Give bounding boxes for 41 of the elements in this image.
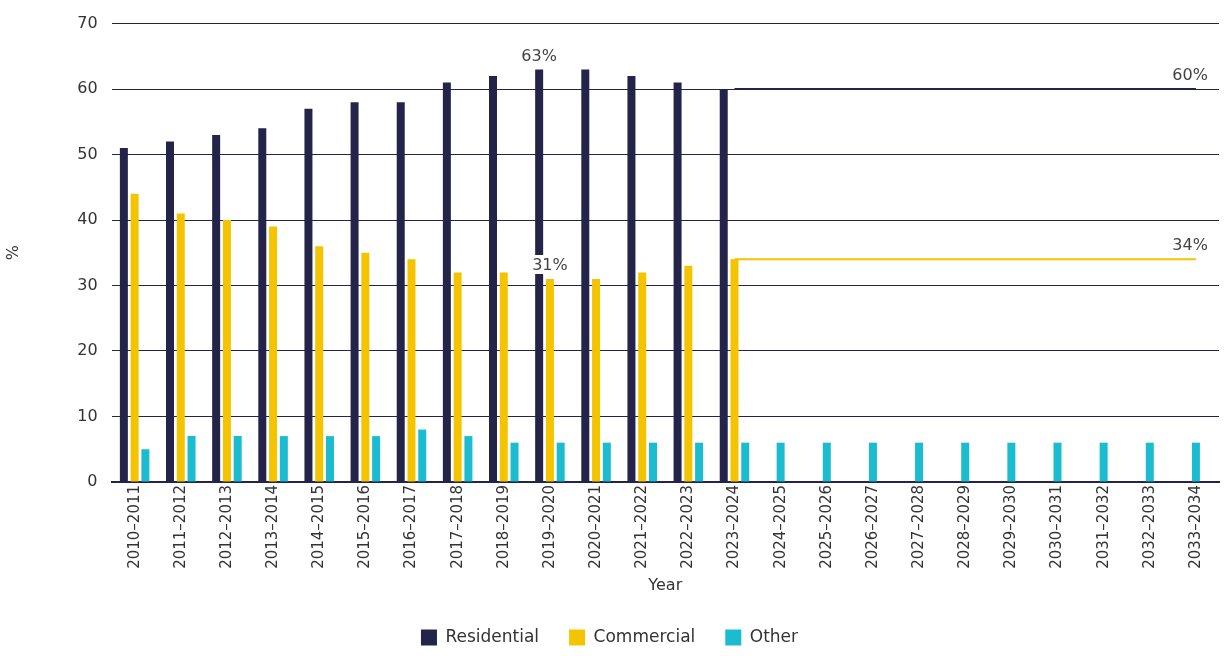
x-tick-label: 2018–2019 — [493, 484, 512, 569]
y-tick-label: 30 — [77, 274, 98, 294]
legend-label: Residential — [445, 625, 540, 646]
y-tick-label: 0 — [87, 471, 98, 491]
data-label: 34% — [1172, 235, 1208, 255]
x-tick-label: 2014–2015 — [309, 484, 328, 569]
x-tick-label: 2027–2028 — [908, 484, 927, 569]
legend-label: Other — [749, 625, 799, 646]
x-tick-label: 2031–2032 — [1093, 484, 1112, 569]
x-tick-label: 2033–2034 — [1185, 484, 1204, 569]
y-tick-label: 70 — [77, 12, 98, 32]
x-tick-label: 2023–2024 — [724, 484, 743, 569]
y-tick-label: 40 — [77, 209, 98, 229]
x-tick-label: 2030–2031 — [1047, 484, 1066, 569]
x-tick-label: 2013–2014 — [262, 484, 281, 569]
x-tick-label: 2012–2013 — [216, 484, 235, 569]
x-tick-label: 2026–2027 — [862, 484, 881, 569]
x-tick-label: 2017–2018 — [447, 484, 466, 569]
x-tick-label: 2024–2025 — [770, 484, 789, 569]
x-tick-label: 2011–2012 — [170, 484, 189, 569]
y-axis-title: % — [2, 245, 22, 261]
legend-label: Commercial — [593, 625, 696, 646]
x-tick-label: 2029–2030 — [1001, 484, 1020, 569]
data-label: 60% — [1172, 65, 1208, 85]
data-label: 63% — [521, 45, 557, 65]
data-label: 31% — [532, 255, 568, 275]
x-tick-label: 2032–2033 — [1139, 484, 1158, 569]
x-tick-label: 2025–2026 — [816, 484, 835, 569]
x-tick-label: 2016–2017 — [401, 484, 420, 569]
y-tick-label: 50 — [77, 143, 98, 163]
x-tick-label: 2010–2011 — [124, 484, 143, 569]
x-axis-title: Year — [647, 574, 683, 594]
x-tick-label: 2020–2021 — [585, 484, 604, 569]
x-tick-label: 2021–2022 — [632, 484, 651, 569]
y-tick-label: 60 — [77, 78, 98, 98]
x-tick-label: 2019–2020 — [539, 484, 558, 569]
y-tick-label: 20 — [77, 340, 98, 360]
x-tick-label: 2022–2023 — [678, 484, 697, 569]
x-tick-label: 2028–2029 — [955, 484, 974, 569]
x-tick-label: 2015–2016 — [355, 484, 374, 569]
y-tick-label: 10 — [77, 405, 98, 425]
